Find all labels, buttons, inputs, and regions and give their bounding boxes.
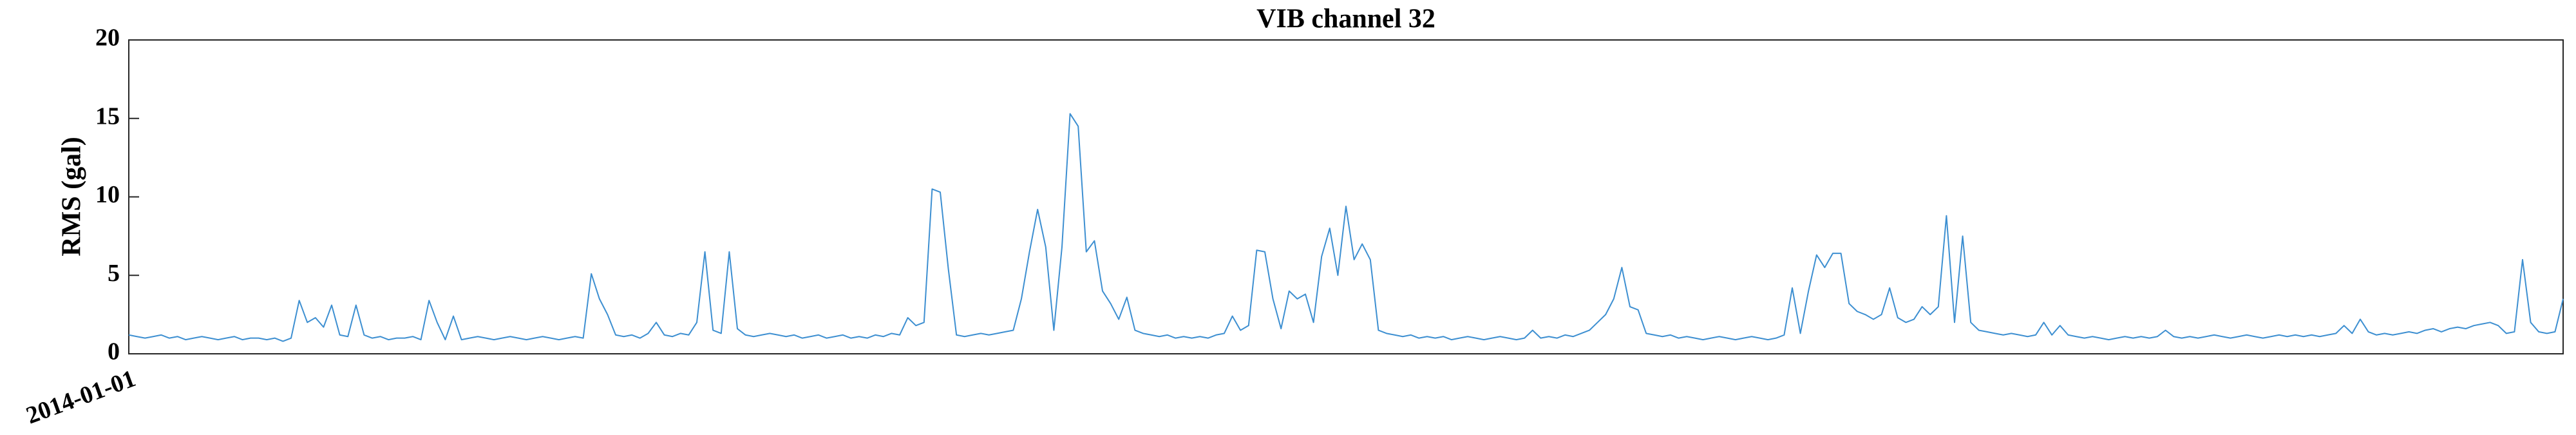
chart-title: VIB channel 32 [1256, 5, 1435, 34]
x-tick-label: 2014-01-01 [23, 365, 139, 429]
plot-frame [128, 39, 2564, 354]
series-line [128, 113, 2564, 342]
y-tick-label: 10 [95, 181, 120, 208]
y-tick-label: 15 [95, 102, 120, 130]
y-tick-label: 0 [108, 338, 120, 365]
y-tick-label: 20 [95, 24, 120, 52]
y-tick-label: 5 [108, 260, 120, 287]
y-axis-label: RMS (gal) [57, 137, 87, 256]
